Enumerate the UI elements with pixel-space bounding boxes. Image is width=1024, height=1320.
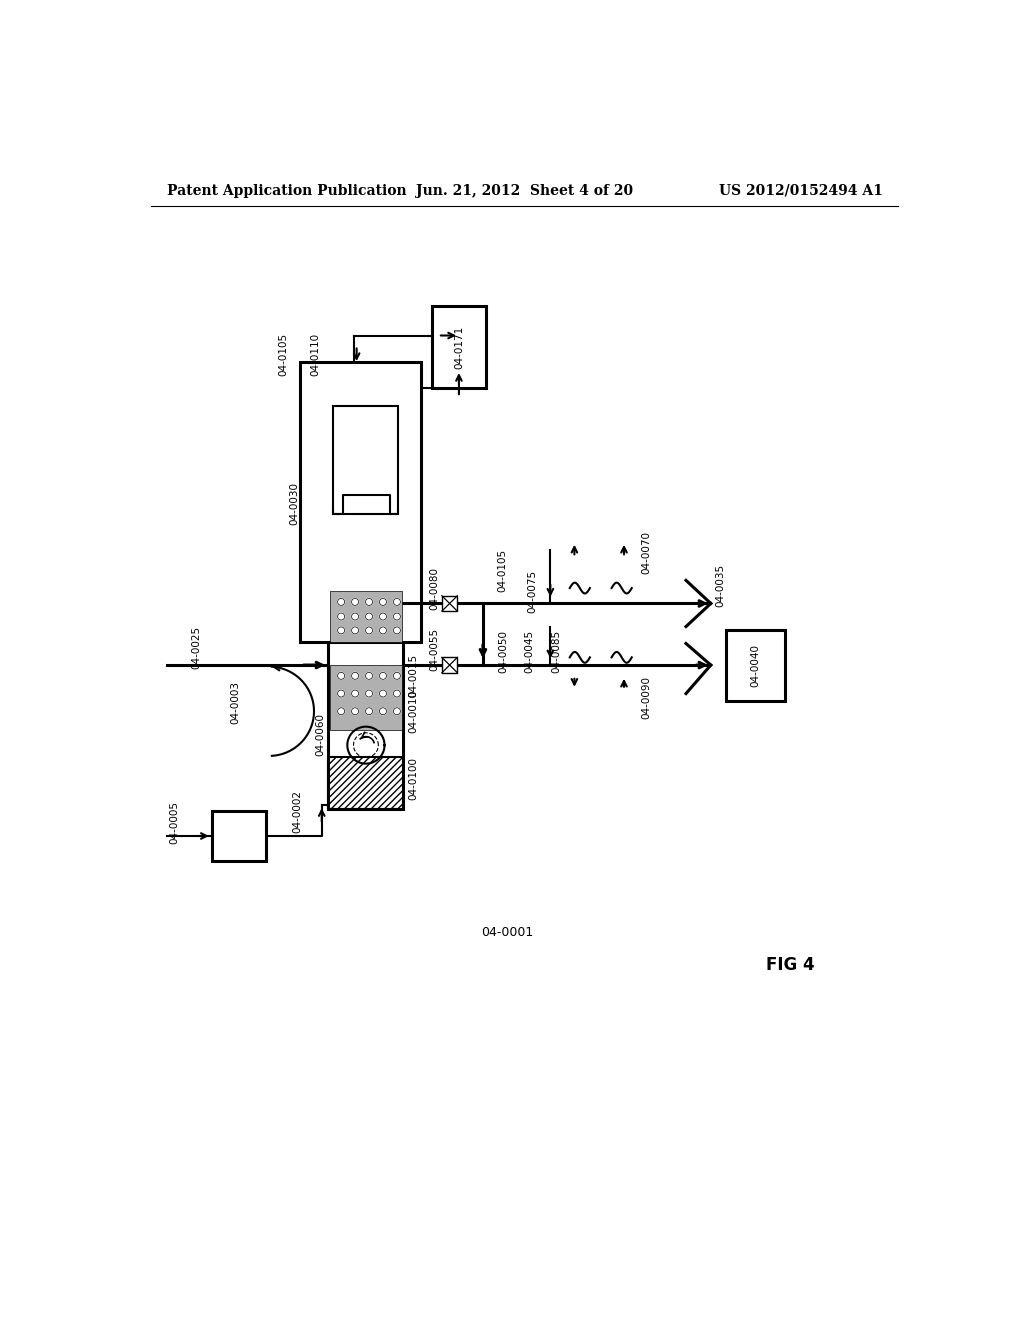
Circle shape — [380, 708, 386, 714]
Bar — [300, 363, 421, 642]
Circle shape — [366, 612, 373, 620]
Circle shape — [338, 672, 345, 680]
Text: 04-0003: 04-0003 — [230, 681, 240, 723]
Text: 04-0085: 04-0085 — [551, 630, 561, 673]
Circle shape — [351, 690, 358, 697]
Circle shape — [380, 598, 386, 606]
Circle shape — [351, 708, 358, 714]
Text: FIG 4: FIG 4 — [766, 957, 815, 974]
Text: Jun. 21, 2012  Sheet 4 of 20: Jun. 21, 2012 Sheet 4 of 20 — [416, 183, 634, 198]
Bar — [334, 407, 397, 515]
Text: 04-0025: 04-0025 — [191, 626, 201, 669]
Text: 04-0100: 04-0100 — [409, 756, 419, 800]
Text: US 2012/0152494 A1: US 2012/0152494 A1 — [719, 183, 883, 198]
Circle shape — [366, 627, 373, 634]
Text: 04-0035: 04-0035 — [716, 564, 725, 607]
Text: 04-0060: 04-0060 — [315, 713, 326, 756]
Bar — [330, 665, 401, 730]
Text: 04-0050: 04-0050 — [499, 630, 509, 673]
Text: 04-0080: 04-0080 — [429, 566, 439, 610]
Circle shape — [366, 598, 373, 606]
Bar — [212, 812, 266, 861]
Circle shape — [393, 690, 400, 697]
Circle shape — [380, 690, 386, 697]
Text: Patent Application Publication: Patent Application Publication — [167, 183, 407, 198]
Circle shape — [393, 612, 400, 620]
Text: 04-0070: 04-0070 — [641, 531, 651, 574]
Text: 04-0055: 04-0055 — [429, 628, 439, 672]
Text: 04-0045: 04-0045 — [524, 630, 535, 673]
Text: 04-0090: 04-0090 — [641, 676, 651, 719]
Text: 04-0030: 04-0030 — [290, 482, 300, 525]
Bar — [330, 591, 401, 642]
Bar — [328, 758, 403, 809]
Circle shape — [366, 708, 373, 714]
Bar — [432, 306, 486, 388]
Circle shape — [380, 627, 386, 634]
Circle shape — [366, 690, 373, 697]
Circle shape — [393, 708, 400, 714]
Bar — [442, 657, 458, 673]
Circle shape — [338, 690, 345, 697]
Text: 04-0110: 04-0110 — [310, 333, 321, 376]
Circle shape — [393, 598, 400, 606]
Circle shape — [393, 672, 400, 680]
Circle shape — [351, 612, 358, 620]
Circle shape — [351, 598, 358, 606]
Text: 04-0075: 04-0075 — [527, 569, 538, 612]
Bar — [442, 595, 458, 611]
Text: 04-0105: 04-0105 — [497, 549, 507, 591]
Circle shape — [338, 708, 345, 714]
Bar — [328, 404, 403, 809]
Text: 04-0002: 04-0002 — [292, 789, 302, 833]
Circle shape — [338, 627, 345, 634]
Circle shape — [393, 627, 400, 634]
Text: 04-0001: 04-0001 — [481, 925, 534, 939]
Text: 04-0010: 04-0010 — [409, 690, 419, 733]
Circle shape — [338, 612, 345, 620]
Text: 04-0005: 04-0005 — [170, 801, 179, 843]
Text: 04-0171: 04-0171 — [454, 326, 464, 368]
Circle shape — [380, 612, 386, 620]
Text: 04-0170: 04-0170 — [339, 438, 348, 482]
Circle shape — [338, 598, 345, 606]
Text: 04-0105: 04-0105 — [278, 333, 288, 376]
Circle shape — [351, 627, 358, 634]
Circle shape — [351, 672, 358, 680]
Bar — [726, 630, 785, 701]
Text: 04-0015: 04-0015 — [409, 655, 419, 697]
Circle shape — [366, 672, 373, 680]
Text: 04-0040: 04-0040 — [751, 644, 761, 686]
Circle shape — [380, 672, 386, 680]
